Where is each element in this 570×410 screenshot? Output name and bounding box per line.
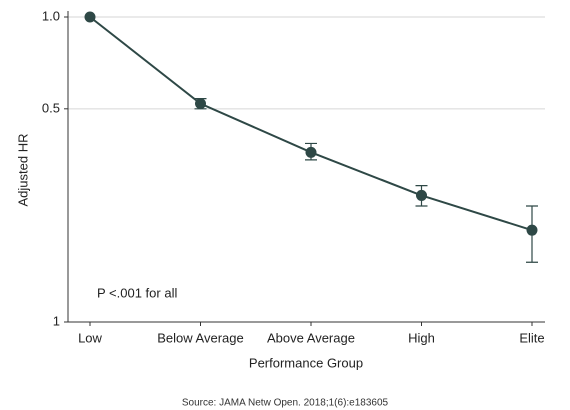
point [84,11,96,23]
x-axis-label: Performance Group [249,355,363,370]
point [195,98,206,110]
y-tick-label: 0.5 [42,100,60,115]
annotation: P <.001 for all [97,285,177,300]
x-tick-label: Above Average [267,330,355,345]
series-line [89,16,533,232]
point [526,224,538,236]
x-tick-label: High [408,330,435,345]
y-axis-label: Adjusted HR [15,134,30,207]
x-tick-label: Below Average [157,330,244,345]
x-tick-label: Low [78,330,102,345]
y-tick-label: 1.0 [42,8,60,23]
x-tick-label: Elite [519,330,544,345]
source: Source: JAMA Netw Open. 2018;1(6):e18360… [182,398,389,409]
point [305,146,317,158]
point [416,189,427,201]
y-tick-label: 1 [53,313,60,328]
